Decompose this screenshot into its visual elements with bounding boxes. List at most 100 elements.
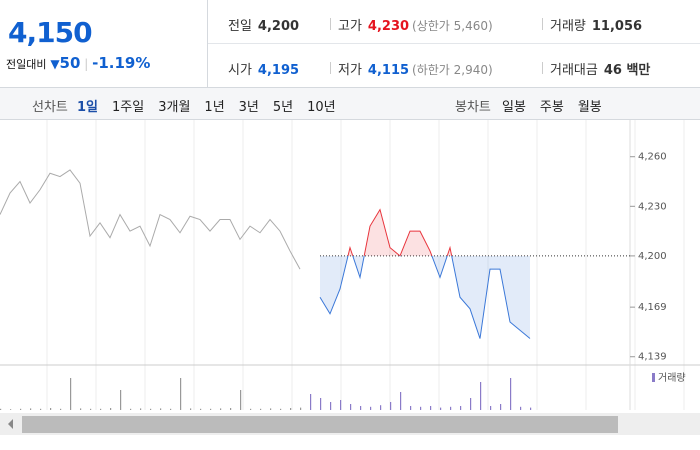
info-label: 거래량 [550, 19, 586, 34]
volume-bar [530, 407, 532, 410]
info-value: 4,200 [257, 19, 300, 34]
y-tick-label: 4,139 [638, 352, 667, 363]
volume-bar [240, 390, 242, 410]
volume-bar [250, 408, 252, 410]
volume-bar [200, 408, 202, 410]
volume-bar [220, 408, 222, 410]
period-button[interactable]: 1일 [77, 100, 99, 115]
toolbar: 선차트 1일 1주일 3개월 1년 3년 5년 10년 봉차트 일봉 주봉 월봉 [0, 88, 700, 120]
volume-bar [490, 406, 492, 410]
volume-bar [60, 408, 62, 410]
volume-bar [190, 408, 192, 410]
volume-bar [230, 408, 232, 410]
volume-bar [460, 406, 462, 410]
volume-bar [120, 390, 122, 410]
info-cell: 거래대금 46 백만 [550, 59, 650, 78]
info-value: 11,056 [591, 19, 643, 34]
volume-bar [90, 408, 92, 410]
volume-bar [520, 406, 522, 410]
period-button[interactable]: 5년 [272, 100, 294, 115]
separator [330, 62, 331, 74]
volume-bar [140, 408, 142, 410]
candle-button[interactable]: 일봉 [502, 100, 526, 115]
info-cell: 고가 4,230 (상한가 5,460) [338, 15, 493, 34]
info-value: 4,115 [367, 63, 410, 78]
y-tick-label: 4,260 [638, 152, 667, 163]
volume-bar [360, 406, 362, 410]
volume-bar [50, 408, 52, 410]
period-button[interactable]: 10년 [307, 100, 336, 115]
info-value: 4,195 [257, 63, 300, 78]
volume-bar [430, 406, 432, 410]
info-label: 거래대금 [550, 63, 598, 78]
volume-bar [70, 378, 72, 410]
summary: 4,150 전일대비 ▼50 | -1.19% [0, 0, 208, 88]
legend-label: 거래량 [658, 372, 686, 384]
info-cell: 전일 4,200 [228, 15, 299, 34]
volume-bar [320, 398, 322, 410]
down-arrow: ▼ [50, 57, 60, 71]
volume-bar [40, 408, 42, 410]
info-value: 4,230 [367, 19, 410, 34]
info-cell: 시가 4,195 [228, 59, 299, 78]
volume-bar [160, 408, 162, 410]
info-label: 저가 [338, 63, 362, 78]
volume-bar [260, 408, 262, 410]
volume-bar [500, 404, 502, 410]
candle-button[interactable]: 월봉 [577, 100, 602, 115]
change-rate: -1.19% [92, 54, 151, 72]
volume-bar [510, 378, 512, 410]
candle-button[interactable]: 주봉 [539, 100, 564, 115]
volume-bar [10, 409, 12, 410]
area-up [348, 209, 452, 256]
volume-bar [180, 378, 182, 410]
separator [330, 18, 331, 30]
volume-bar [390, 402, 392, 410]
volume-bar [210, 408, 212, 410]
volume-bar [0, 408, 2, 410]
y-tick-label: 4,200 [638, 251, 667, 262]
period-button[interactable]: 3개월 [158, 100, 191, 115]
volume-bar [30, 408, 32, 410]
volume-bar [130, 408, 132, 410]
volume-bar [150, 408, 152, 410]
period-button[interactable]: 1년 [204, 100, 225, 115]
volume-bar [80, 408, 82, 410]
volume-bar [450, 406, 452, 410]
change-label: 전일대비 [6, 58, 47, 71]
volume-bar [170, 408, 172, 410]
volume-bar [20, 408, 22, 410]
candle-chart-label: 봉차트 [455, 100, 491, 115]
change-row: 전일대비 ▼50 | -1.19% [6, 54, 151, 72]
info-note: (하한가 2,940) [412, 63, 493, 77]
volume-bar [270, 408, 272, 410]
volume-bar [340, 400, 342, 410]
volume-bar [400, 392, 402, 410]
legend-swatch [652, 373, 655, 382]
volume-bar [420, 406, 422, 410]
volume-bar [440, 407, 442, 410]
separator [542, 18, 543, 30]
y-tick-label: 4,169 [638, 302, 667, 313]
price-line-down [319, 255, 531, 339]
volume-bar [380, 405, 382, 410]
period-button[interactable]: 3년 [238, 100, 259, 115]
price-line-up [347, 208, 453, 256]
volume-bar [110, 408, 112, 410]
volume-bar [470, 398, 472, 410]
volume-bar [100, 408, 102, 410]
info-cell: 거래량 11,056 [550, 15, 642, 34]
info-label: 시가 [228, 63, 252, 78]
y-tick-label: 4,230 [638, 201, 667, 212]
info-label: 고가 [338, 19, 362, 34]
price: 4,150 [8, 16, 93, 49]
volume-bar [300, 407, 302, 410]
scroll-left [8, 419, 13, 429]
volume-bar [370, 406, 372, 410]
volume-bar [410, 406, 412, 410]
period-button[interactable]: 1주일 [112, 100, 145, 115]
chart: 4,260 4,230 4,200 4,169 4,139 거래량 [0, 120, 700, 435]
info-label: 전일 [228, 19, 252, 34]
scroll-thumb [22, 416, 618, 433]
